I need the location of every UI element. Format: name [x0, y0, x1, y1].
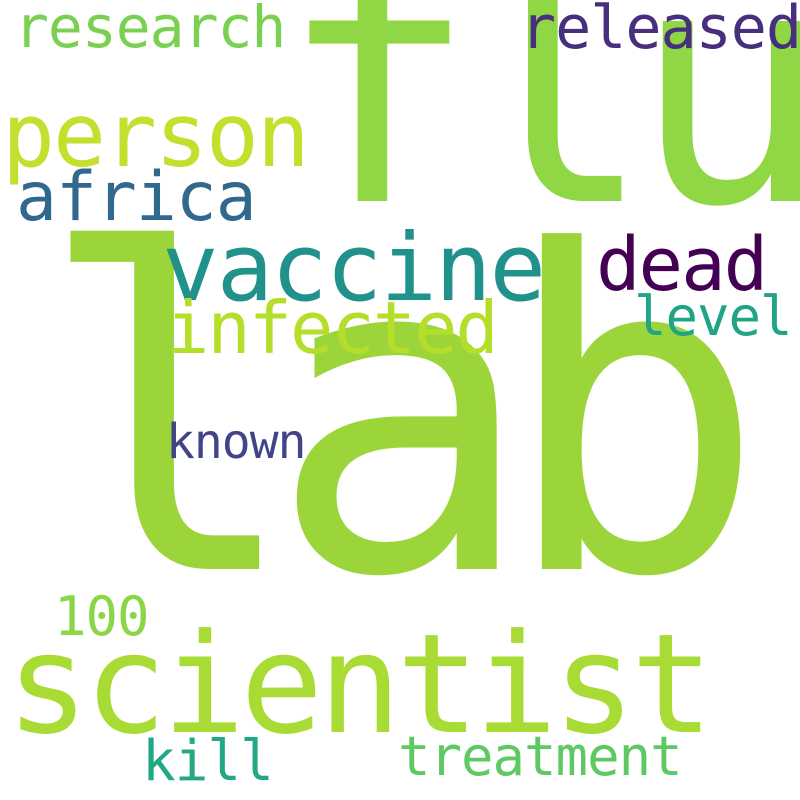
- word-known: known: [166, 414, 306, 470]
- word-dead: dead: [596, 222, 768, 308]
- word-level: level: [634, 285, 793, 348]
- word-treatment: treatment: [398, 725, 683, 788]
- word-africa: africa: [16, 158, 257, 237]
- word-released: released: [520, 0, 800, 63]
- word-vaccine: vaccine: [162, 214, 546, 323]
- word-lab: lab: [36, 160, 766, 674]
- word-research: research: [14, 0, 286, 61]
- word-flu: flu: [278, 0, 800, 279]
- word-person: person: [2, 84, 310, 187]
- word-100: 100: [54, 585, 150, 648]
- word-scientist: scientist: [6, 604, 714, 765]
- word-kill: kill: [142, 729, 274, 794]
- word-infected: infected: [166, 286, 499, 370]
